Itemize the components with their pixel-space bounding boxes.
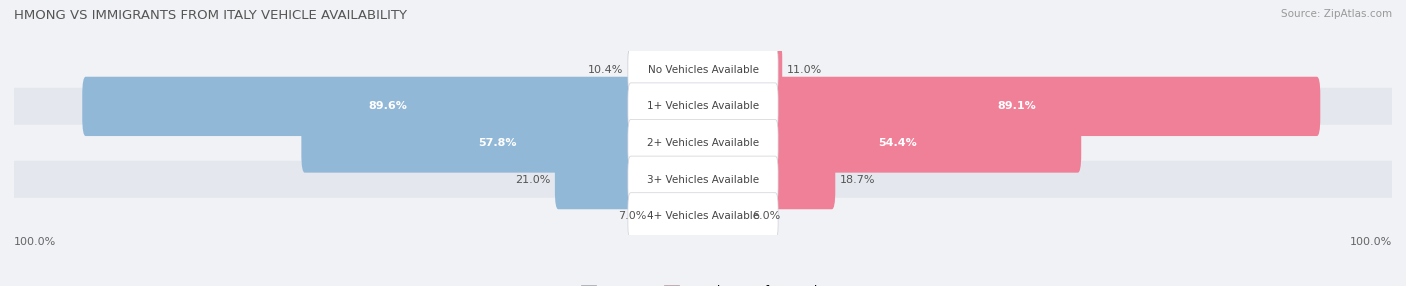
FancyBboxPatch shape bbox=[700, 40, 782, 100]
FancyBboxPatch shape bbox=[651, 186, 706, 246]
Bar bbox=[14, 51, 1392, 88]
Text: 100.0%: 100.0% bbox=[1350, 237, 1392, 247]
Text: 89.1%: 89.1% bbox=[997, 102, 1036, 111]
FancyBboxPatch shape bbox=[700, 113, 1081, 173]
FancyBboxPatch shape bbox=[555, 150, 706, 209]
Bar bbox=[14, 88, 1392, 125]
FancyBboxPatch shape bbox=[628, 46, 778, 93]
FancyBboxPatch shape bbox=[628, 120, 778, 166]
Bar bbox=[14, 198, 1392, 235]
Text: 100.0%: 100.0% bbox=[14, 237, 56, 247]
Text: Source: ZipAtlas.com: Source: ZipAtlas.com bbox=[1281, 9, 1392, 19]
FancyBboxPatch shape bbox=[700, 77, 1320, 136]
Text: 54.4%: 54.4% bbox=[877, 138, 917, 148]
FancyBboxPatch shape bbox=[628, 193, 778, 240]
Text: No Vehicles Available: No Vehicles Available bbox=[648, 65, 758, 75]
Text: HMONG VS IMMIGRANTS FROM ITALY VEHICLE AVAILABILITY: HMONG VS IMMIGRANTS FROM ITALY VEHICLE A… bbox=[14, 9, 408, 21]
FancyBboxPatch shape bbox=[628, 156, 778, 203]
Text: 2+ Vehicles Available: 2+ Vehicles Available bbox=[647, 138, 759, 148]
Text: 89.6%: 89.6% bbox=[368, 102, 406, 111]
FancyBboxPatch shape bbox=[700, 186, 748, 246]
Text: 21.0%: 21.0% bbox=[515, 175, 550, 184]
Text: 6.0%: 6.0% bbox=[752, 211, 780, 221]
Bar bbox=[14, 161, 1392, 198]
Bar bbox=[14, 125, 1392, 161]
Legend: Hmong, Immigrants from Italy: Hmong, Immigrants from Italy bbox=[581, 285, 825, 286]
Text: 18.7%: 18.7% bbox=[841, 175, 876, 184]
FancyBboxPatch shape bbox=[628, 40, 706, 100]
FancyBboxPatch shape bbox=[628, 83, 778, 130]
Text: 3+ Vehicles Available: 3+ Vehicles Available bbox=[647, 175, 759, 184]
Text: 11.0%: 11.0% bbox=[787, 65, 823, 75]
Text: 1+ Vehicles Available: 1+ Vehicles Available bbox=[647, 102, 759, 111]
Text: 57.8%: 57.8% bbox=[478, 138, 516, 148]
Text: 10.4%: 10.4% bbox=[588, 65, 623, 75]
Text: 7.0%: 7.0% bbox=[619, 211, 647, 221]
FancyBboxPatch shape bbox=[700, 150, 835, 209]
FancyBboxPatch shape bbox=[301, 113, 706, 173]
FancyBboxPatch shape bbox=[83, 77, 706, 136]
Text: 4+ Vehicles Available: 4+ Vehicles Available bbox=[647, 211, 759, 221]
